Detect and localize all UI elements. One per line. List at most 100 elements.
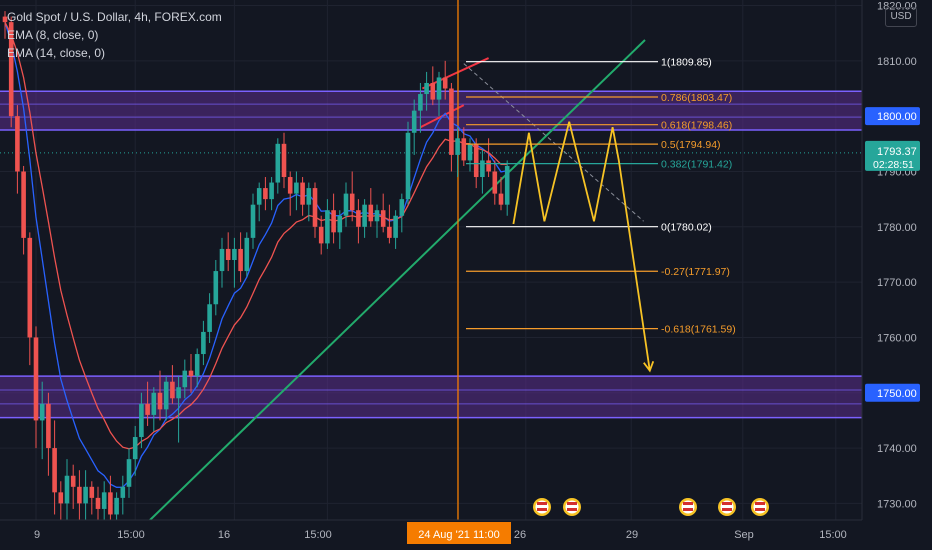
candle-body	[70, 475, 76, 487]
price-badge-label: 1750.00	[877, 388, 917, 400]
candle-body	[126, 459, 132, 487]
candle-body	[213, 271, 219, 305]
candle-body	[194, 354, 200, 377]
candle-body	[132, 437, 138, 460]
event-icon-stripe	[537, 508, 547, 511]
candle-body	[430, 82, 436, 100]
candle-body	[250, 204, 256, 238]
candle-body	[436, 77, 442, 100]
economic-event-icon[interactable]	[563, 498, 581, 516]
candle-body	[151, 392, 157, 415]
candle-body	[170, 381, 175, 399]
time-tick-label: Sep	[734, 529, 754, 541]
event-icon-stripe	[567, 502, 577, 505]
price-tick-label: 1730.00	[877, 498, 917, 510]
candle-body	[108, 492, 113, 515]
ema14-legend[interactable]: EMA (14, close, 0)	[7, 46, 106, 60]
ema-lines	[4, 21, 508, 488]
time-tick-label: 15:00	[117, 529, 145, 541]
candle-body	[349, 193, 355, 211]
candle-body	[486, 160, 491, 172]
time-tick-label: 29	[626, 529, 638, 541]
fib-level-label: 1(1809.85)	[661, 57, 712, 69]
candle-body	[393, 215, 398, 238]
currency-button[interactable]: USD	[885, 7, 917, 27]
bar-countdown-label: 02:28:51	[873, 159, 914, 171]
candle-body	[380, 210, 386, 227]
candle-body	[498, 193, 504, 205]
candle-body	[455, 138, 460, 155]
candle-body	[163, 381, 169, 410]
candle-body	[306, 188, 312, 205]
candle-body	[461, 138, 467, 161]
candle-body	[232, 248, 237, 260]
candle-body	[145, 403, 150, 415]
candle-body	[294, 182, 299, 194]
candle-body	[33, 337, 39, 421]
candle-body	[356, 210, 361, 227]
candle-body	[362, 204, 367, 227]
price-tick-label: 1770.00	[877, 277, 917, 289]
candle-body	[201, 331, 206, 355]
candle-body	[343, 193, 349, 216]
economic-event-icon[interactable]	[718, 498, 736, 516]
candle-body	[58, 492, 64, 504]
candle-body	[287, 177, 293, 194]
candle-body	[442, 77, 448, 89]
grid-lines	[0, 0, 862, 520]
candle-body	[225, 248, 231, 260]
time-axis[interactable]: 9 15:00 16 15:00 24 Aug '21 11:00 26 29 Sep 15:0…	[0, 519, 932, 550]
candle-body	[238, 248, 243, 272]
dashed-diagonal-line	[463, 63, 644, 222]
candle-body	[244, 237, 250, 272]
time-marker-badge-bg	[407, 522, 511, 544]
price-axis[interactable]: 1820.001810.001800.001790.001780.001770.…	[861, 0, 932, 550]
economic-event-icon[interactable]	[679, 498, 697, 516]
price-tick-label: 1740.00	[877, 443, 917, 455]
last-price-badge-bg	[865, 140, 920, 171]
event-icon-stripe	[683, 508, 693, 511]
candle-body	[101, 492, 107, 509]
candle-body	[95, 497, 101, 509]
candle-body	[467, 143, 473, 161]
last-price-label: 1793.37	[877, 146, 917, 158]
candle-body	[387, 226, 392, 238]
candle-body	[8, 22, 14, 117]
candle-body	[449, 88, 454, 155]
candle-body	[281, 143, 287, 178]
candle-body	[418, 94, 423, 111]
event-icon-stripe	[755, 502, 765, 505]
economic-event-icon[interactable]	[533, 498, 551, 516]
candle-body	[275, 143, 281, 183]
candle-body	[300, 182, 305, 205]
time-tick-label: 16	[218, 529, 230, 541]
fib-level-label: 0.618(1798.46)	[661, 120, 732, 132]
candle-body	[52, 448, 57, 493]
candle-body	[39, 403, 45, 421]
candle-body	[139, 403, 144, 438]
fib-level-label: 0.5(1794.94)	[661, 139, 721, 151]
event-icon-stripe	[567, 508, 577, 511]
candle-body	[473, 143, 479, 178]
price-tick-label: 1810.00	[877, 56, 917, 68]
supply-demand-zones	[0, 90, 862, 419]
price-badge-label: 1800.00	[877, 111, 917, 123]
economic-event-icon[interactable]	[751, 498, 769, 516]
projection-arrowhead	[643, 360, 655, 373]
ema8-legend[interactable]: EMA (8, close, 0)	[7, 28, 99, 42]
time-tick-label: 9	[34, 529, 40, 541]
ema8-line	[4, 21, 508, 488]
zigzag-projection	[512, 121, 651, 371]
candle-body	[256, 188, 262, 205]
time-marker-badge-label: 24 Aug '21 11:00	[418, 529, 499, 541]
candle-body	[374, 210, 380, 222]
price-badge-bg	[865, 383, 920, 402]
candle-body	[157, 392, 163, 410]
candle-body	[120, 486, 126, 498]
trendlines	[0, 0, 862, 521]
time-tick-label: 15:00	[304, 529, 332, 541]
candle-body	[331, 210, 336, 233]
economic-event-icons[interactable]	[533, 498, 769, 516]
candle-body	[411, 110, 417, 133]
